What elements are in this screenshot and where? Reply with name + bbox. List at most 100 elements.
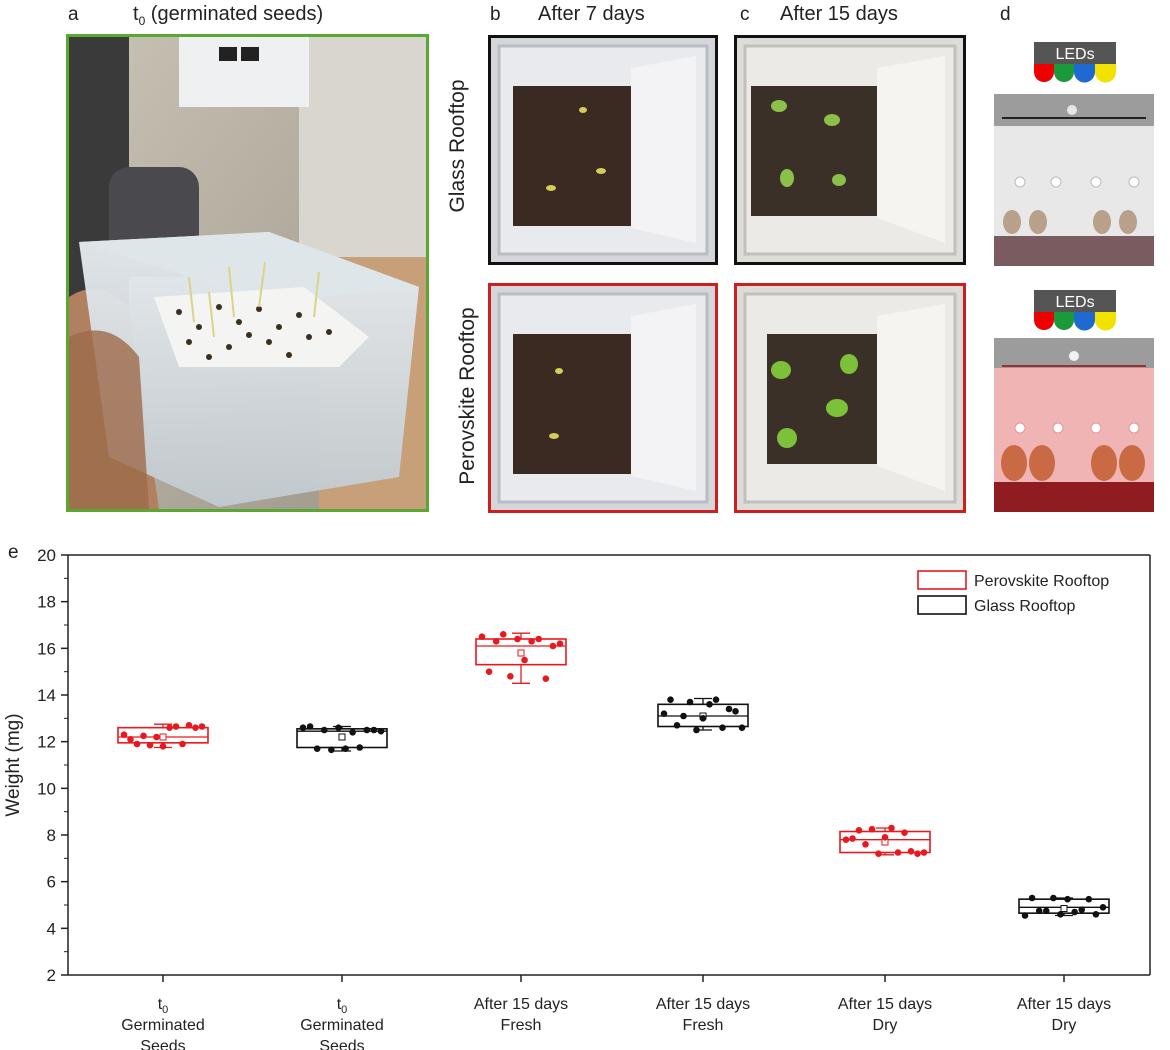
y-tick-label: 2 bbox=[47, 966, 56, 985]
glass-7days-photo bbox=[488, 35, 718, 265]
data-point bbox=[198, 723, 206, 730]
x-tick-label-line2: Fresh bbox=[683, 1017, 724, 1034]
data-point bbox=[914, 850, 921, 857]
glass-15days-photo bbox=[734, 35, 966, 265]
data-point bbox=[1099, 904, 1107, 911]
panel-title-c: After 15 days bbox=[780, 3, 898, 25]
box-3 bbox=[475, 631, 567, 684]
data-point bbox=[1092, 911, 1100, 918]
data-point bbox=[1085, 895, 1093, 903]
x-tick-label-line3: Seeds bbox=[319, 1038, 364, 1050]
data-point bbox=[1064, 895, 1071, 903]
data-point bbox=[320, 726, 328, 734]
y-tick-label: 12 bbox=[37, 733, 56, 752]
data-point bbox=[542, 675, 550, 682]
data-point bbox=[732, 708, 739, 715]
perovskite-15days-photo bbox=[734, 283, 966, 513]
data-point bbox=[1050, 894, 1057, 902]
data-point bbox=[686, 698, 694, 706]
box-mean bbox=[338, 733, 346, 741]
perovskite-schematic-drawing: LEDs bbox=[994, 290, 1154, 512]
legend-label: Glass Rooftop bbox=[974, 598, 1075, 615]
data-point bbox=[363, 726, 371, 734]
panel-letter-e: e bbox=[8, 542, 19, 563]
germinated-seeds-photo bbox=[66, 34, 429, 512]
y-tick-label: 6 bbox=[47, 873, 56, 892]
box-iqr bbox=[296, 728, 388, 749]
y-tick-label: 14 bbox=[37, 686, 56, 705]
data-point bbox=[172, 723, 180, 730]
data-point bbox=[673, 722, 681, 729]
data-point bbox=[356, 744, 364, 751]
data-point bbox=[894, 849, 902, 856]
panel-letter-a: a bbox=[68, 4, 79, 25]
x-tick-label-line2: Germinated bbox=[300, 1017, 384, 1034]
box-6 bbox=[1018, 894, 1110, 919]
data-point bbox=[140, 732, 147, 740]
data-point bbox=[499, 631, 507, 638]
data-point bbox=[855, 827, 863, 834]
data-point bbox=[719, 724, 726, 731]
y-axis-label: Weight (mg) bbox=[3, 713, 24, 816]
box-iqr bbox=[1018, 898, 1110, 914]
x-tick-label-line1: After 15 days bbox=[656, 996, 750, 1013]
data-point bbox=[514, 635, 521, 643]
x-tick-label-line1: After 15 days bbox=[1017, 996, 1111, 1013]
legend-label: Perovskite Rooftop bbox=[974, 573, 1109, 590]
data-point bbox=[127, 736, 134, 743]
data-point bbox=[1071, 908, 1078, 916]
x-tick-label-line1: t0 bbox=[158, 996, 169, 1016]
x-tick-label-line1: t0 bbox=[337, 996, 348, 1016]
x-tick-label-line2: Fresh bbox=[501, 1017, 542, 1034]
box-1 bbox=[117, 722, 209, 750]
data-point bbox=[693, 726, 700, 734]
germinated-seeds-illustration bbox=[69, 37, 426, 509]
glass-15days-tray bbox=[737, 38, 963, 262]
y-tick-label: 18 bbox=[37, 593, 56, 612]
data-point bbox=[159, 743, 167, 750]
data-point bbox=[485, 668, 493, 675]
panel-letter-d: d bbox=[1000, 4, 1011, 25]
panel-letter-c: c bbox=[740, 4, 750, 25]
data-point bbox=[849, 835, 856, 842]
data-point bbox=[535, 635, 543, 643]
data-point bbox=[306, 723, 314, 730]
perovskite-7days-photo bbox=[488, 283, 718, 513]
glass-schematic-drawing: LEDs bbox=[994, 42, 1154, 266]
data-point bbox=[192, 724, 199, 731]
data-point bbox=[738, 724, 746, 731]
panel-title-b: After 7 days bbox=[538, 3, 645, 25]
data-point bbox=[179, 740, 186, 748]
box-mean bbox=[159, 733, 167, 741]
box-4 bbox=[657, 696, 749, 734]
x-tick-label-line1: After 15 days bbox=[474, 996, 568, 1013]
data-point bbox=[478, 633, 486, 640]
data-point bbox=[507, 673, 514, 680]
data-point bbox=[1035, 907, 1043, 915]
data-point bbox=[521, 656, 528, 664]
data-point bbox=[1042, 907, 1050, 915]
y-tick-label: 20 bbox=[37, 546, 56, 565]
data-point bbox=[699, 715, 707, 722]
data-point bbox=[370, 726, 378, 734]
data-point bbox=[185, 722, 193, 729]
box-5 bbox=[839, 824, 931, 857]
led-label-top: LEDs bbox=[1055, 46, 1094, 63]
box-mean bbox=[1060, 905, 1068, 912]
data-point bbox=[1078, 906, 1086, 913]
perovskite-15days-tray bbox=[737, 286, 963, 510]
box-mean bbox=[517, 649, 525, 657]
data-point bbox=[725, 705, 733, 713]
data-point bbox=[907, 848, 915, 855]
data-point bbox=[868, 825, 876, 833]
y-tick-label: 8 bbox=[47, 826, 56, 845]
data-point bbox=[166, 724, 173, 731]
data-point bbox=[901, 829, 908, 836]
y-tick-label: 10 bbox=[37, 779, 56, 798]
data-point bbox=[706, 701, 713, 708]
perovskite-7days-tray bbox=[491, 286, 715, 510]
data-point bbox=[377, 727, 385, 735]
panel-letter-b: b bbox=[490, 4, 501, 25]
data-point bbox=[881, 834, 889, 841]
